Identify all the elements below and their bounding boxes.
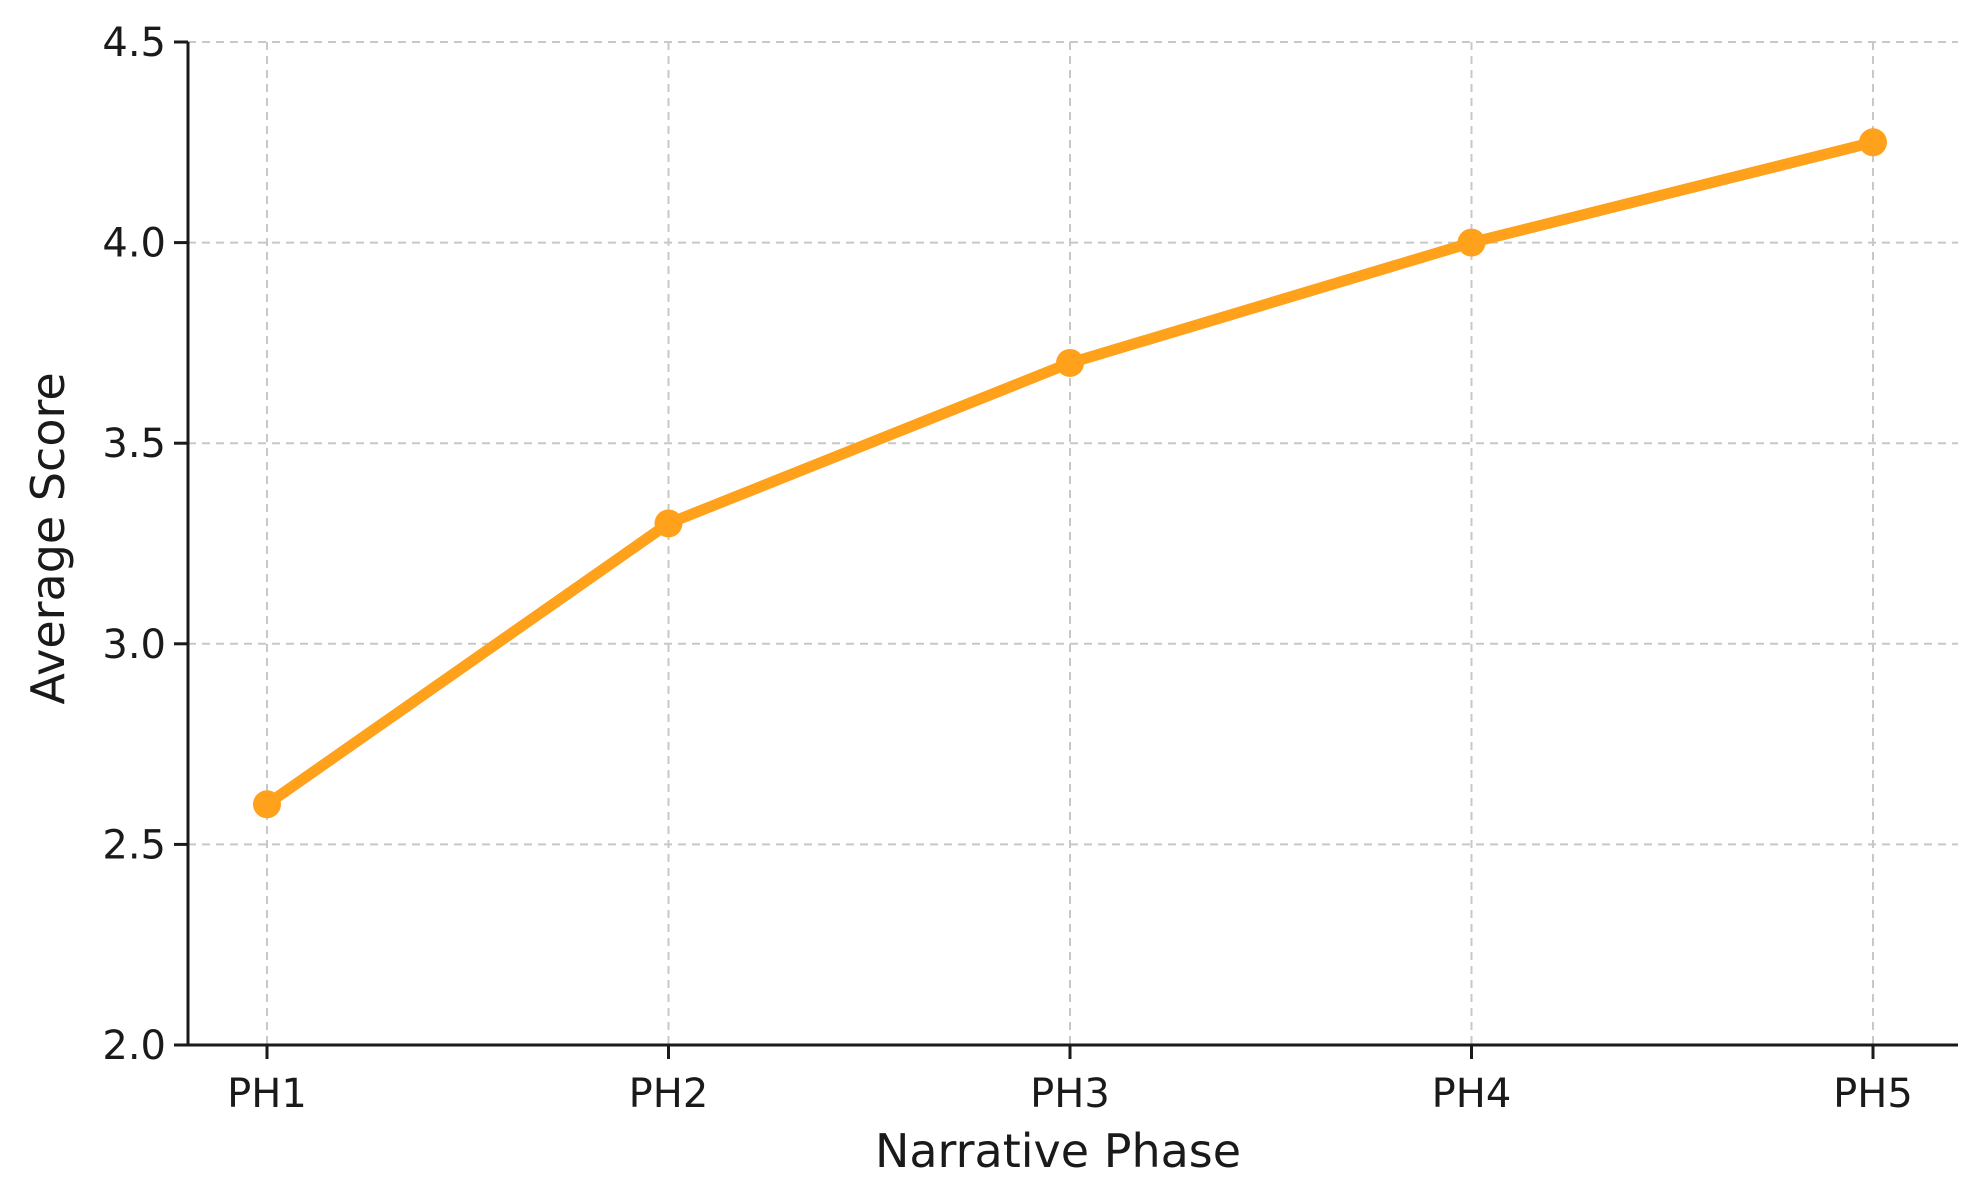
x-tick-label: PH2 xyxy=(629,1071,709,1117)
data-point xyxy=(1859,128,1887,157)
x-tick-label: PH5 xyxy=(1833,1071,1913,1117)
data-point xyxy=(654,509,683,538)
x-tick-label: PH3 xyxy=(1030,1071,1110,1117)
y-ticks: 2.0 2.5 3.0 3.5 4.0 4.5 xyxy=(102,20,188,1069)
x-tick-label: PH4 xyxy=(1432,1071,1512,1117)
y-tick-label: 3.0 xyxy=(102,622,166,668)
series xyxy=(253,128,1887,819)
y-tick-label: 3.5 xyxy=(102,421,166,467)
data-point xyxy=(1457,228,1486,257)
y-tick-label: 2.0 xyxy=(102,1023,166,1069)
x-ticks: PH1 PH2 PH3 PH4 PH5 xyxy=(227,1045,1913,1117)
y-tick-label: 4.0 xyxy=(102,221,166,267)
y-tick-label: 4.5 xyxy=(102,20,166,66)
x-tick-label: PH1 xyxy=(227,1071,307,1117)
x-axis-title: Narrative Phase xyxy=(875,1124,1241,1178)
y-axis-title: Average Score xyxy=(21,372,75,704)
data-point xyxy=(1056,348,1084,377)
data-point xyxy=(253,790,281,819)
y-tick-label: 2.5 xyxy=(102,822,166,868)
axes xyxy=(186,42,1958,1047)
